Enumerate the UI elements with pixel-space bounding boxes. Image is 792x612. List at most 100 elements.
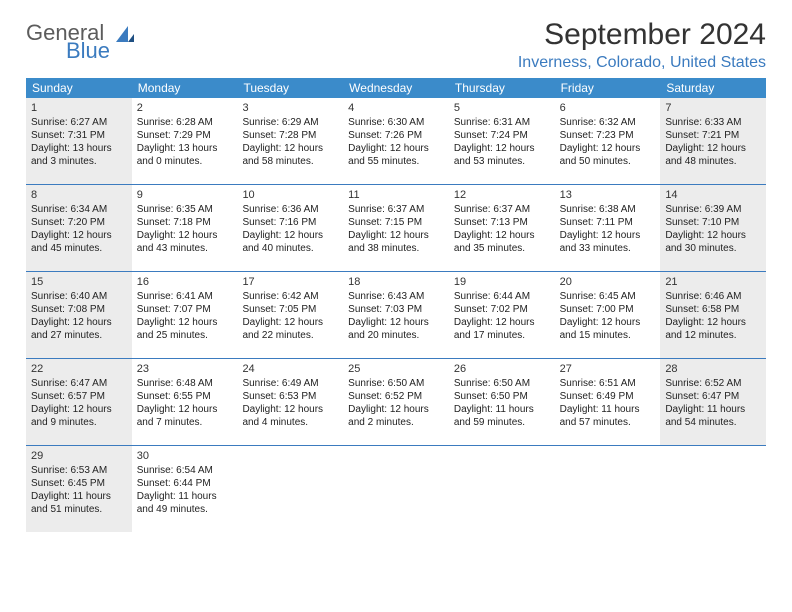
day-number: 5: [454, 101, 550, 115]
day-number: 7: [665, 101, 761, 115]
calendar-week-row: 29Sunrise: 6:53 AMSunset: 6:45 PMDayligh…: [26, 446, 766, 532]
daylight-text: Daylight: 12 hours and 27 minutes.: [31, 316, 127, 342]
daylight-text: Daylight: 13 hours and 0 minutes.: [137, 142, 233, 168]
calendar-day-cell: 3Sunrise: 6:29 AMSunset: 7:28 PMDaylight…: [237, 98, 343, 184]
sunset-text: Sunset: 7:26 PM: [348, 129, 444, 142]
day-number: 30: [137, 449, 233, 463]
daylight-text: Daylight: 12 hours and 40 minutes.: [242, 229, 338, 255]
daylight-text: Daylight: 12 hours and 58 minutes.: [242, 142, 338, 168]
logo-text-block: General Blue: [26, 22, 110, 62]
sunrise-text: Sunrise: 6:32 AM: [560, 116, 656, 129]
sunset-text: Sunset: 7:08 PM: [31, 303, 127, 316]
sunrise-text: Sunrise: 6:37 AM: [348, 203, 444, 216]
sunset-text: Sunset: 6:53 PM: [242, 390, 338, 403]
daylight-text: Daylight: 12 hours and 22 minutes.: [242, 316, 338, 342]
day-number: 20: [560, 275, 656, 289]
sunset-text: Sunset: 6:49 PM: [560, 390, 656, 403]
daylight-text: Daylight: 12 hours and 4 minutes.: [242, 403, 338, 429]
calendar-day-cell: 29Sunrise: 6:53 AMSunset: 6:45 PMDayligh…: [26, 446, 132, 532]
sunset-text: Sunset: 6:47 PM: [665, 390, 761, 403]
sunrise-text: Sunrise: 6:40 AM: [31, 290, 127, 303]
sunrise-text: Sunrise: 6:28 AM: [137, 116, 233, 129]
calendar-header-row: SundayMondayTuesdayWednesdayThursdayFrid…: [26, 78, 766, 98]
sunrise-text: Sunrise: 6:37 AM: [454, 203, 550, 216]
sunrise-text: Sunrise: 6:45 AM: [560, 290, 656, 303]
sunrise-text: Sunrise: 6:30 AM: [348, 116, 444, 129]
location-text: Inverness, Colorado, United States: [518, 54, 766, 72]
sunset-text: Sunset: 6:57 PM: [31, 390, 127, 403]
calendar-week-row: 22Sunrise: 6:47 AMSunset: 6:57 PMDayligh…: [26, 359, 766, 446]
sunrise-text: Sunrise: 6:50 AM: [348, 377, 444, 390]
day-number: 14: [665, 188, 761, 202]
day-number: 8: [31, 188, 127, 202]
calendar-day-cell: [343, 446, 449, 532]
calendar-day-cell: 19Sunrise: 6:44 AMSunset: 7:02 PMDayligh…: [449, 272, 555, 358]
weekday-header: Thursday: [449, 78, 555, 98]
calendar-day-cell: 2Sunrise: 6:28 AMSunset: 7:29 PMDaylight…: [132, 98, 238, 184]
calendar-day-cell: 15Sunrise: 6:40 AMSunset: 7:08 PMDayligh…: [26, 272, 132, 358]
daylight-text: Daylight: 12 hours and 50 minutes.: [560, 142, 656, 168]
daylight-text: Daylight: 11 hours and 54 minutes.: [665, 403, 761, 429]
calendar-day-cell: 7Sunrise: 6:33 AMSunset: 7:21 PMDaylight…: [660, 98, 766, 184]
sunrise-text: Sunrise: 6:33 AM: [665, 116, 761, 129]
sunrise-text: Sunrise: 6:34 AM: [31, 203, 127, 216]
day-number: 27: [560, 362, 656, 376]
sunrise-text: Sunrise: 6:38 AM: [560, 203, 656, 216]
calendar-body: 1Sunrise: 6:27 AMSunset: 7:31 PMDaylight…: [26, 98, 766, 532]
sunset-text: Sunset: 6:58 PM: [665, 303, 761, 316]
calendar-week-row: 15Sunrise: 6:40 AMSunset: 7:08 PMDayligh…: [26, 272, 766, 359]
daylight-text: Daylight: 12 hours and 30 minutes.: [665, 229, 761, 255]
sunset-text: Sunset: 6:50 PM: [454, 390, 550, 403]
calendar-day-cell: 25Sunrise: 6:50 AMSunset: 6:52 PMDayligh…: [343, 359, 449, 445]
sunset-text: Sunset: 6:44 PM: [137, 477, 233, 490]
logo-sail-icon: [114, 24, 136, 51]
daylight-text: Daylight: 12 hours and 17 minutes.: [454, 316, 550, 342]
day-number: 18: [348, 275, 444, 289]
daylight-text: Daylight: 11 hours and 51 minutes.: [31, 490, 127, 516]
day-number: 28: [665, 362, 761, 376]
sunrise-text: Sunrise: 6:42 AM: [242, 290, 338, 303]
calendar-day-cell: 13Sunrise: 6:38 AMSunset: 7:11 PMDayligh…: [555, 185, 661, 271]
sunset-text: Sunset: 6:55 PM: [137, 390, 233, 403]
calendar-day-cell: 24Sunrise: 6:49 AMSunset: 6:53 PMDayligh…: [237, 359, 343, 445]
daylight-text: Daylight: 12 hours and 48 minutes.: [665, 142, 761, 168]
day-number: 25: [348, 362, 444, 376]
day-number: 10: [242, 188, 338, 202]
calendar-day-cell: 17Sunrise: 6:42 AMSunset: 7:05 PMDayligh…: [237, 272, 343, 358]
sunset-text: Sunset: 7:21 PM: [665, 129, 761, 142]
sunrise-text: Sunrise: 6:46 AM: [665, 290, 761, 303]
sunset-text: Sunset: 7:13 PM: [454, 216, 550, 229]
daylight-text: Daylight: 11 hours and 57 minutes.: [560, 403, 656, 429]
daylight-text: Daylight: 12 hours and 53 minutes.: [454, 142, 550, 168]
day-number: 17: [242, 275, 338, 289]
calendar-day-cell: 27Sunrise: 6:51 AMSunset: 6:49 PMDayligh…: [555, 359, 661, 445]
calendar-day-cell: 11Sunrise: 6:37 AMSunset: 7:15 PMDayligh…: [343, 185, 449, 271]
day-number: 12: [454, 188, 550, 202]
logo: General Blue: [26, 18, 136, 62]
weekday-header: Sunday: [26, 78, 132, 98]
sunrise-text: Sunrise: 6:54 AM: [137, 464, 233, 477]
day-number: 2: [137, 101, 233, 115]
day-number: 24: [242, 362, 338, 376]
sunset-text: Sunset: 6:45 PM: [31, 477, 127, 490]
calendar-day-cell: 18Sunrise: 6:43 AMSunset: 7:03 PMDayligh…: [343, 272, 449, 358]
day-number: 16: [137, 275, 233, 289]
calendar-day-cell: 6Sunrise: 6:32 AMSunset: 7:23 PMDaylight…: [555, 98, 661, 184]
sunset-text: Sunset: 7:24 PM: [454, 129, 550, 142]
day-number: 9: [137, 188, 233, 202]
day-number: 3: [242, 101, 338, 115]
sunrise-text: Sunrise: 6:31 AM: [454, 116, 550, 129]
sunset-text: Sunset: 7:00 PM: [560, 303, 656, 316]
sunset-text: Sunset: 7:07 PM: [137, 303, 233, 316]
calendar-day-cell: 9Sunrise: 6:35 AMSunset: 7:18 PMDaylight…: [132, 185, 238, 271]
sunrise-text: Sunrise: 6:35 AM: [137, 203, 233, 216]
calendar-week-row: 1Sunrise: 6:27 AMSunset: 7:31 PMDaylight…: [26, 98, 766, 185]
daylight-text: Daylight: 12 hours and 35 minutes.: [454, 229, 550, 255]
calendar-day-cell: 14Sunrise: 6:39 AMSunset: 7:10 PMDayligh…: [660, 185, 766, 271]
sunset-text: Sunset: 7:10 PM: [665, 216, 761, 229]
sunset-text: Sunset: 7:02 PM: [454, 303, 550, 316]
sunrise-text: Sunrise: 6:48 AM: [137, 377, 233, 390]
sunset-text: Sunset: 7:18 PM: [137, 216, 233, 229]
daylight-text: Daylight: 12 hours and 45 minutes.: [31, 229, 127, 255]
sunrise-text: Sunrise: 6:27 AM: [31, 116, 127, 129]
